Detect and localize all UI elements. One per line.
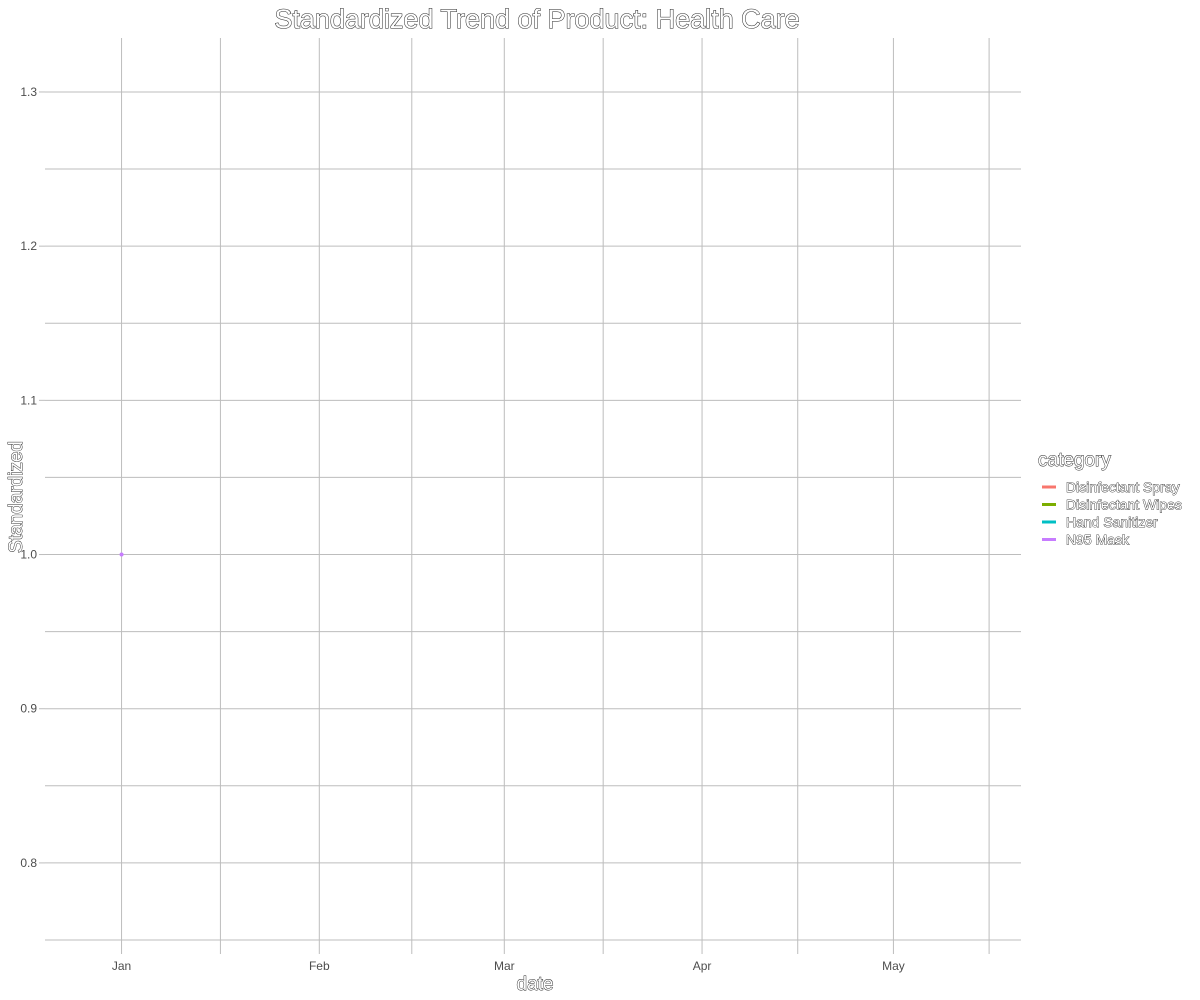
y-tick-label: 0.9: [20, 702, 37, 716]
x-tick-label: May: [882, 959, 905, 973]
x-tick-label: Mar: [494, 959, 515, 973]
x-tick-label: Apr: [693, 959, 712, 973]
y-tick-label: 1.3: [20, 85, 37, 99]
x-tick-label: Jan: [112, 959, 131, 973]
data-point: [119, 552, 124, 557]
series-layer: [119, 552, 124, 557]
legend-label: Disinfectant Wipes: [1066, 497, 1182, 513]
legend-items: Disinfectant Spray Disinfectant WipesHand…: [1042, 479, 1182, 548]
legend-label: Disinfectant Spray: [1066, 479, 1180, 495]
x-tick-label: Feb: [309, 959, 330, 973]
y-tick-label: 0.8: [20, 856, 37, 870]
chart-title: Standardized Trend of Product: Health Ca…: [274, 4, 799, 34]
y-tick-label: 1.1: [20, 393, 37, 407]
grid: [45, 38, 1021, 941]
legend-title: category: [1038, 450, 1111, 471]
x-axis-title: date: [517, 974, 554, 995]
y-tick-label: 1.2: [20, 239, 37, 253]
y-tick-label: 1.0: [20, 548, 37, 562]
y-axis-ticks: 0.8 0.9 1.0 1.1 1.2 1.3: [20, 85, 45, 870]
legend: category Disinfectant SprayDisinfectant …: [1038, 450, 1183, 548]
x-axis-ticks: Jan Feb Mar Apr May: [112, 940, 990, 973]
legend-label: Hand Sanitizer: [1066, 514, 1158, 530]
legend-label: N95 Mask: [1066, 532, 1130, 548]
y-axis-title: Standardized: [6, 441, 27, 553]
